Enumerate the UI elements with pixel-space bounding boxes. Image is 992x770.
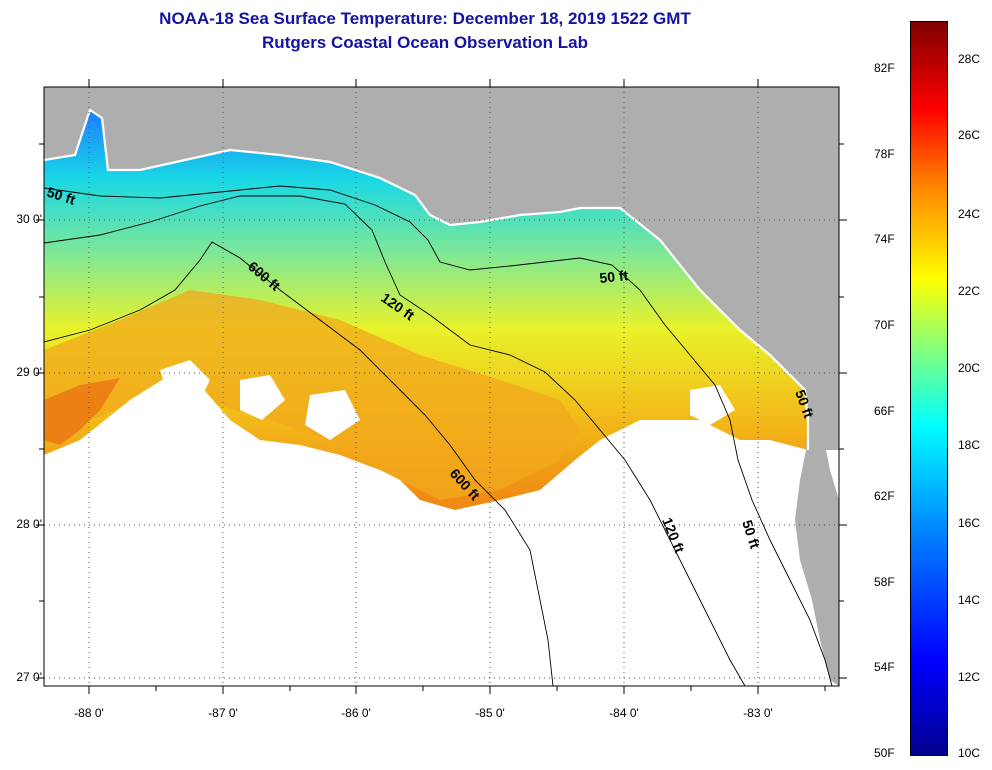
colorbar-label-10c: 10C <box>958 746 981 760</box>
lat-label-29: 29 0' <box>16 365 42 379</box>
colorbar-label-70f: 70F <box>874 318 895 332</box>
axis-ticks <box>36 79 847 694</box>
lon-label-84: -84 0' <box>609 706 639 720</box>
lon-label-87: -87 0' <box>208 706 238 720</box>
map-body <box>44 87 839 686</box>
florida-peninsula <box>795 390 839 686</box>
colorbar-label-82f: 82F <box>874 61 895 75</box>
colorbar-label-50f: 50F <box>874 746 895 760</box>
colorbar-label-22c: 22C <box>958 284 981 298</box>
warmest-water-region <box>44 378 120 445</box>
colorbar-label-62f: 62F <box>874 489 895 503</box>
colorbar-label-28c: 28C <box>958 52 981 66</box>
map-subtitle: Rutgers Coastal Ocean Observation Lab <box>262 33 588 52</box>
colorbar-label-16c: 16C <box>958 516 981 530</box>
contour-120ft <box>44 195 746 686</box>
cloud-patch-4 <box>690 385 735 425</box>
colorbar-label-14c: 14C <box>958 593 981 607</box>
colorbar-label-26c: 26C <box>958 128 981 142</box>
colorbar-label-74f: 74F <box>874 232 895 246</box>
cloud-patch-1 <box>160 360 210 400</box>
lon-label-88: -88 0' <box>74 706 104 720</box>
lon-label-86: -86 0' <box>341 706 371 720</box>
colorbar-label-54f: 54F <box>874 660 895 674</box>
colorbar-label-78f: 78F <box>874 147 895 161</box>
lon-label-83: -83 0' <box>743 706 773 720</box>
map-title: NOAA-18 Sea Surface Temperature: Decembe… <box>159 9 691 28</box>
colorbar-label-20c: 20C <box>958 361 981 375</box>
lat-label-27: 27 0' <box>16 670 42 684</box>
colorbar-label-18c: 18C <box>958 438 981 452</box>
cloud-patch-2 <box>240 375 285 420</box>
lon-label-85: -85 0' <box>475 706 505 720</box>
no-data-area <box>44 375 839 686</box>
cloud-patch-3 <box>305 390 360 440</box>
coastline <box>44 108 810 450</box>
lat-label-30: 30 0' <box>16 212 42 226</box>
lat-label-28: 28 0' <box>16 517 42 531</box>
colorbar-label-58f: 58F <box>874 575 895 589</box>
colorbar-label-24c: 24C <box>958 207 981 221</box>
temperature-colorbar <box>910 21 948 756</box>
map-frame <box>43 86 840 687</box>
colorbar-label-66f: 66F <box>874 404 895 418</box>
contour-600ft <box>44 241 554 686</box>
contour-label-50ft-bigbend: 50 ft <box>599 267 630 286</box>
contour-50ft-west <box>44 185 833 686</box>
colorbar-label-12c: 12C <box>958 670 981 684</box>
